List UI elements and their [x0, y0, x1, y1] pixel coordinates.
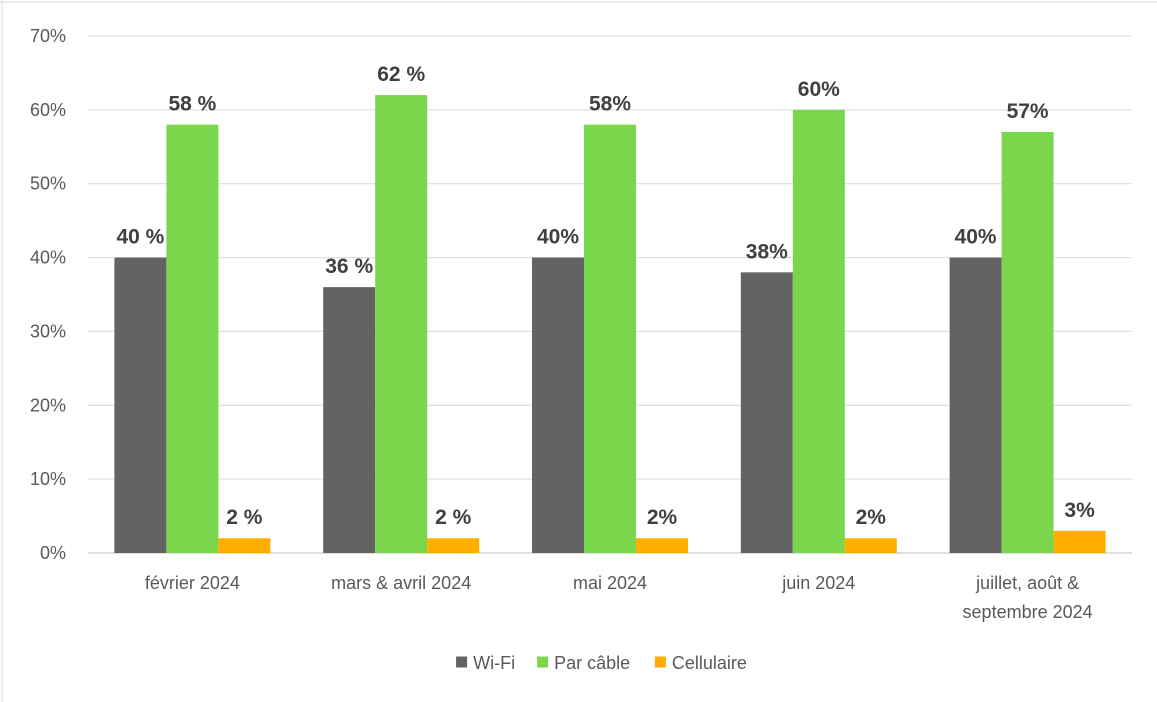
data-label: 40% — [955, 226, 997, 249]
data-label: 58% — [589, 93, 631, 116]
data-labels: 40 % 58 % 2 % 36 % 62 % 2 % 40% 58% 2% 38% 60% 2% 40… — [116, 63, 1095, 529]
bar-wi-fi — [323, 287, 376, 553]
y-tick-label: 30% — [30, 321, 66, 341]
x-category-label: février 2024 — [145, 573, 240, 593]
bar-cellulaire — [1053, 530, 1106, 553]
x-category-label: juillet, août & — [975, 573, 1079, 593]
legend-label: Wi-Fi — [473, 653, 515, 673]
bars — [114, 95, 1106, 553]
data-label: 57% — [1007, 100, 1049, 123]
y-tick-label: 0% — [40, 543, 66, 563]
y-tick-label: 50% — [30, 174, 66, 194]
x-category-label: juin 2024 — [781, 573, 855, 593]
y-tick-label: 60% — [30, 100, 66, 120]
data-label: 36 % — [325, 255, 373, 278]
y-axis: 0% 10% 20% 30% 40% 50% 60% 70% — [30, 26, 66, 563]
bar-cellulaire — [218, 538, 271, 553]
y-tick-label: 70% — [30, 26, 66, 46]
data-label: 2 % — [226, 506, 263, 529]
data-label: 2 % — [435, 506, 472, 529]
data-label: 40% — [537, 226, 579, 249]
legend-label: Cellulaire — [672, 653, 747, 673]
bar-wi-fi — [532, 257, 584, 553]
legend-swatch — [537, 656, 549, 668]
bar-cellulaire — [844, 538, 897, 553]
legend-label: Par câble — [554, 653, 630, 673]
data-label: 62 % — [377, 63, 425, 86]
data-label: 2% — [856, 506, 887, 529]
bar-cellulaire — [636, 538, 688, 553]
data-label: 2% — [647, 506, 678, 529]
bar-par-c-ble — [584, 124, 636, 553]
bar-par-c-ble — [792, 109, 845, 553]
bar-par-c-ble — [166, 124, 219, 553]
x-category-label: mai 2024 — [573, 573, 647, 593]
data-label: 58 % — [168, 93, 216, 116]
x-category-label: mars & avril 2024 — [331, 573, 471, 593]
legend: Wi-Fi Par câble Cellulaire — [456, 653, 747, 673]
data-label: 60% — [798, 78, 840, 101]
bar-wi-fi — [114, 257, 167, 553]
bar-cellulaire — [427, 538, 480, 553]
y-tick-label: 40% — [30, 248, 66, 268]
bar-par-c-ble — [375, 95, 428, 553]
x-axis: février 2024 mars & avril 2024 mai 2024 jui… — [145, 573, 1093, 622]
bar-par-c-ble — [1001, 132, 1054, 553]
y-tick-label: 20% — [30, 395, 66, 415]
y-tick-label: 10% — [30, 469, 66, 489]
data-label: 40 % — [116, 226, 164, 249]
data-label: 38% — [746, 240, 788, 263]
data-label: 3% — [1064, 499, 1095, 522]
bar-wi-fi — [949, 257, 1002, 553]
legend-swatch — [456, 656, 468, 668]
bar-wi-fi — [740, 272, 793, 553]
legend-swatch — [654, 656, 666, 668]
x-category-label: septembre 2024 — [963, 602, 1093, 622]
